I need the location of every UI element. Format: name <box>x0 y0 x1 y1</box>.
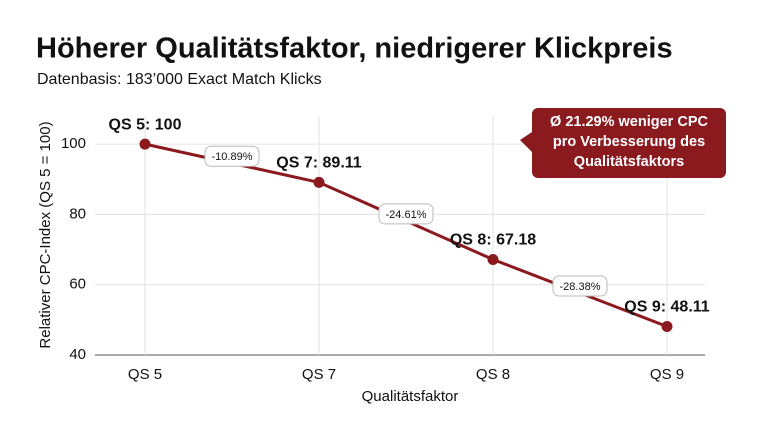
x-tick-label: QS 5 <box>128 366 162 383</box>
point <box>139 138 151 150</box>
x-tick-label: QS 7 <box>302 366 336 383</box>
chart-subtitle: Datenbasis: 183’000 Exact Match Klicks <box>37 71 322 88</box>
data-label: QS 9: 48.11 <box>624 299 709 316</box>
point <box>487 253 499 265</box>
y-tick-label: 40 <box>69 346 86 363</box>
y-tick-label: 100 <box>61 135 86 152</box>
change-pill <box>204 145 260 167</box>
callout-text: Qualitätsfaktors <box>574 154 684 170</box>
x-tick-label: QS 9 <box>650 366 684 383</box>
change-label: -24.61% <box>386 209 427 221</box>
callout-box <box>520 108 726 178</box>
callout-text: Ø 21.29% weniger CPC <box>550 114 708 130</box>
y-axis-label: Relativer CPC-Index (QS 5 = 100) <box>37 121 54 348</box>
point <box>661 320 673 332</box>
point <box>313 176 325 188</box>
x-axis-label: Qualitätsfaktor <box>362 388 459 405</box>
y-tick-label: 60 <box>69 276 86 293</box>
y-tick-label: 80 <box>69 205 86 222</box>
change-pill <box>378 203 434 225</box>
chart-title: Höherer Qualitätsfaktor, niedrigerer Kli… <box>36 33 673 65</box>
data-label: QS 7: 89.11 <box>276 155 361 172</box>
change-label: -28.38% <box>560 281 601 293</box>
callout-text: pro Verbesserung des <box>553 134 705 150</box>
change-label: -10.89% <box>212 151 253 163</box>
data-label: QS 8: 67.18 <box>450 232 536 249</box>
data-label: QS 5: 100 <box>109 116 182 133</box>
change-pill <box>552 275 608 297</box>
x-tick-label: QS 8 <box>476 366 510 383</box>
